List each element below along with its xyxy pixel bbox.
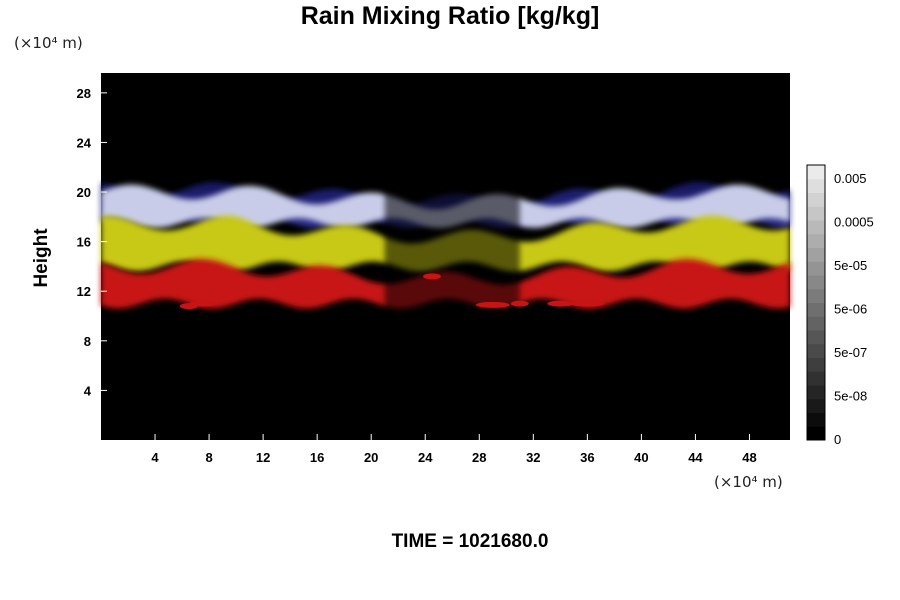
rain-speck — [189, 300, 216, 307]
x-tick-label: 44 — [688, 450, 703, 465]
colorbar-band — [807, 233, 825, 248]
x-tick-label: 40 — [634, 450, 648, 465]
colorbar-label: 0 — [834, 432, 841, 447]
colorbar-band — [807, 220, 825, 235]
x-tick-label: 36 — [580, 450, 594, 465]
colorbar-band — [807, 192, 825, 207]
colorbar-label: 5e-08 — [834, 389, 867, 404]
rain-speck — [547, 300, 574, 307]
colorbar-band — [807, 165, 825, 180]
colorbar-band — [807, 371, 825, 386]
x-tick-label: 28 — [472, 450, 486, 465]
colorbar-band — [807, 302, 825, 317]
colorbar-band — [807, 343, 825, 358]
colorbar-label: 5e-06 — [834, 302, 867, 317]
colorbar-band — [807, 261, 825, 276]
gap-shade — [384, 179, 520, 317]
x-axis-unit: (×10⁴ m) — [714, 473, 783, 491]
y-axis-unit: (×10⁴ m) — [14, 34, 83, 52]
x-tick-label: 4 — [151, 450, 159, 465]
rain-speck — [570, 300, 605, 307]
y-tick-label: 16 — [77, 235, 91, 250]
x-tick-label: 24 — [418, 450, 433, 465]
y-axis: 4 8 12 16 20 24 28 — [77, 86, 107, 398]
colorbar-band — [807, 357, 825, 372]
colorbar-label: 0.0005 — [834, 215, 874, 230]
colorbar-band — [807, 398, 825, 413]
y-tick-label: 12 — [77, 284, 91, 299]
colorbar-label: 5e-05 — [834, 258, 867, 273]
rain-speck — [475, 301, 510, 308]
x-tick-label: 8 — [205, 450, 212, 465]
rain-speck — [422, 273, 441, 280]
colorbar-band — [807, 412, 825, 427]
layer-upper — [101, 184, 790, 228]
rain-field — [101, 179, 790, 317]
colorbar-band — [807, 330, 825, 345]
x-tick-label: 12 — [256, 450, 270, 465]
x-tick-label: 32 — [526, 450, 540, 465]
colorbar-band — [807, 275, 825, 290]
y-tick-label: 28 — [77, 86, 91, 101]
x-tick-label: 16 — [310, 450, 324, 465]
colorbar-band — [807, 288, 825, 303]
colorbar: 0.005 0.0005 5e-05 5e-06 5e-07 5e-08 0 — [806, 164, 874, 447]
colorbar-band — [807, 316, 825, 331]
y-tick-label: 8 — [84, 334, 91, 349]
colorbar-band — [807, 178, 825, 193]
rain-speck — [510, 300, 529, 307]
colorbar-label: 5e-07 — [834, 345, 867, 360]
y-tick-label: 4 — [84, 383, 92, 398]
colorbar-band — [807, 426, 825, 441]
y-tick-label: 24 — [77, 135, 92, 150]
colorbar-frame — [806, 164, 826, 441]
x-tick-label: 48 — [742, 450, 756, 465]
x-axis: 4 8 12 16 20 24 28 32 36 40 44 48 — [151, 434, 757, 465]
x-tick-label: 20 — [364, 450, 378, 465]
colorbar-band — [807, 385, 825, 400]
chart-title: Rain Mixing Ratio [kg/kg] — [300, 2, 600, 30]
colorbar-band — [807, 206, 825, 221]
y-tick-label: 20 — [77, 185, 91, 200]
time-label: TIME = 1021680.0 — [391, 531, 549, 552]
colorbar-band — [807, 247, 825, 262]
colorbar-label: 0.005 — [834, 171, 867, 186]
